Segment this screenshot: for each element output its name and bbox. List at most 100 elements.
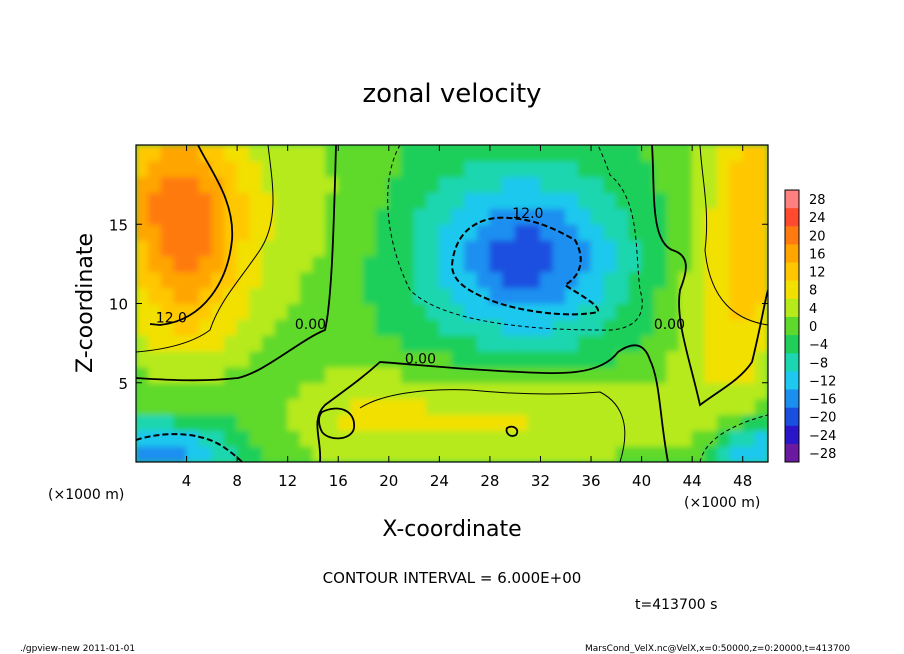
field-cell	[742, 255, 756, 273]
field-cell	[502, 334, 516, 352]
field-cell	[704, 318, 718, 336]
field-cell	[438, 255, 453, 273]
field-cell	[186, 223, 200, 241]
field-cell	[312, 223, 327, 241]
field-cell	[590, 334, 605, 352]
field-cell	[527, 413, 541, 431]
field-cell	[476, 223, 491, 241]
field-cell	[628, 382, 643, 400]
field-cell	[274, 160, 289, 178]
field-cell	[451, 429, 466, 447]
field-cell	[539, 366, 554, 384]
field-cell	[249, 271, 263, 289]
field-cell	[350, 382, 365, 400]
field-cell	[641, 207, 655, 225]
field-cell	[565, 413, 579, 431]
field-cell	[274, 445, 289, 462]
field-cell	[754, 366, 768, 384]
colorbar-label: −24	[809, 429, 836, 444]
field-cell	[223, 382, 238, 400]
field-cell	[514, 145, 529, 162]
x-tick-label: 32	[531, 472, 550, 490]
field-cell	[299, 334, 314, 352]
field-cell	[173, 223, 188, 241]
field-cell	[287, 303, 301, 320]
field-cell	[451, 334, 466, 352]
field-cell	[489, 413, 504, 431]
field-cell	[148, 207, 162, 225]
field-cell	[363, 160, 377, 178]
field-cell	[729, 413, 744, 431]
contour-neg6-bottom-right	[699, 414, 768, 462]
field-cell	[363, 207, 377, 225]
field-cell	[464, 287, 478, 304]
field-cell	[136, 318, 150, 336]
field-cell	[274, 382, 289, 400]
field-cell	[438, 192, 453, 209]
colorbar-frame	[784, 189, 800, 463]
field-cell	[590, 223, 605, 241]
field-cell	[628, 303, 643, 320]
field-cell	[464, 160, 478, 178]
field-cell	[552, 176, 567, 194]
field-cell	[375, 382, 390, 400]
field-cell	[363, 303, 377, 320]
field-cell	[527, 429, 541, 447]
colorbar-label: −20	[809, 411, 836, 426]
field-cell	[742, 287, 756, 304]
field-cell	[261, 366, 276, 384]
field-cell	[464, 350, 478, 368]
field-cell	[615, 413, 630, 431]
field-cell	[552, 429, 567, 447]
field-cell	[261, 287, 276, 304]
field-cell	[502, 398, 516, 415]
time-label: t=413700 s	[635, 597, 717, 613]
field-cell	[400, 445, 415, 462]
field-cell	[438, 176, 453, 194]
field-cell	[603, 318, 617, 336]
field-cell	[476, 429, 491, 447]
field-cell	[438, 239, 453, 257]
field-cell	[476, 192, 491, 209]
field-cell	[148, 176, 162, 194]
field-cell	[413, 239, 428, 257]
field-cell	[679, 366, 693, 384]
field-cell	[261, 350, 276, 368]
x-tick-label: 12	[278, 472, 297, 490]
field-cell	[236, 366, 251, 384]
field-cell	[590, 350, 605, 368]
field-cell	[350, 160, 365, 178]
field-cell	[451, 382, 466, 400]
x-tick-label: 48	[733, 472, 752, 490]
field-cell	[350, 176, 365, 194]
colorbar-label: 8	[809, 284, 817, 299]
field-cell	[148, 303, 162, 320]
field-cell	[363, 192, 377, 209]
field-cell	[716, 429, 731, 447]
field-cell	[388, 239, 402, 257]
field-cell	[729, 398, 744, 415]
field-cell	[274, 223, 289, 241]
field-cell	[716, 398, 731, 415]
field-cell	[274, 366, 289, 384]
field-cell	[160, 398, 175, 415]
field-cell	[186, 160, 200, 178]
field-cell	[186, 192, 200, 209]
field-cell	[716, 366, 731, 384]
field-cell	[236, 350, 251, 368]
field-cell	[136, 366, 150, 384]
field-cell	[274, 145, 289, 162]
field-cell	[502, 413, 516, 431]
field-cell	[426, 255, 440, 273]
field-cell	[514, 303, 529, 320]
field-cell	[223, 271, 238, 289]
field-cell	[325, 350, 339, 368]
field-cell	[375, 287, 390, 304]
field-cell	[615, 223, 630, 241]
field-cell	[312, 160, 327, 178]
field-cell	[299, 239, 314, 257]
field-cell	[527, 223, 541, 241]
field-cell	[628, 350, 643, 368]
field-cell	[565, 398, 579, 415]
